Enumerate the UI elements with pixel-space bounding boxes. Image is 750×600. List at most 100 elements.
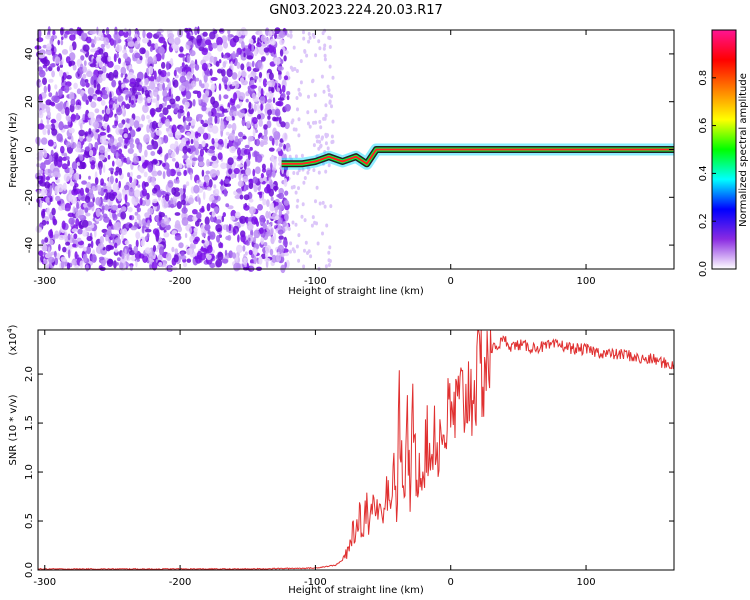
psd-noise-cell — [42, 128, 47, 136]
psd-noise-cell — [245, 98, 249, 103]
colorbar: 0.0 0.2 0.4 0.6 0.8 Normalized spectral ampl… — [698, 29, 749, 277]
psd-noise-cell — [156, 189, 163, 198]
psd-noise-cell — [277, 201, 283, 208]
psd-noise-cell — [93, 79, 97, 89]
psd-noise-cell — [130, 99, 135, 105]
psd-noise-cell — [71, 228, 78, 233]
psd-noise-cell — [93, 121, 100, 129]
psd-noise-cell — [94, 133, 98, 140]
psd-noise-cell — [56, 66, 61, 72]
psd-noise-cell — [212, 100, 220, 109]
psd-noise-cell — [107, 154, 111, 160]
psd-noise-cell — [188, 28, 192, 34]
psd-noise-cell — [200, 119, 204, 125]
psd-noise-cell — [185, 195, 189, 200]
psd-noise-cell — [286, 169, 289, 177]
psd-noise-cell — [107, 71, 115, 81]
psd-noise-cell — [192, 99, 196, 107]
psd-noise-cell — [262, 198, 267, 206]
psd-noise-cell — [129, 175, 133, 184]
psd-noise-cell — [314, 199, 317, 204]
psd-noise-cell — [321, 200, 325, 205]
psd-noise-cell — [62, 182, 67, 191]
psd-noise-cell — [241, 41, 245, 49]
psd-noise-cell — [323, 150, 327, 154]
psd-noise-cell — [194, 64, 200, 71]
psd-noise-cell — [277, 147, 281, 152]
psd-noise-cell — [216, 44, 223, 52]
psd-noise-cell — [280, 59, 284, 65]
psd-noise-cell — [48, 256, 55, 263]
psd-noise-cell — [147, 207, 154, 215]
psd-noise-cell — [49, 239, 54, 246]
psd-noise-cell — [99, 256, 105, 261]
psd-noise-cell — [167, 71, 171, 77]
psd-noise-cell — [82, 161, 86, 170]
psd-noise-cell — [106, 124, 110, 133]
psd-noise-cell — [150, 132, 155, 138]
psd-noise-cell — [95, 196, 101, 206]
psd-noise-cell — [116, 52, 119, 59]
psd-noise-cell — [278, 30, 286, 39]
psd-noise-cell — [187, 214, 195, 222]
psd-noise-cell — [175, 95, 181, 102]
psd-noise-cell — [123, 31, 129, 38]
psd-noise-cell — [307, 39, 311, 44]
psd-noise-cell — [252, 168, 256, 177]
psd-noise-cell — [130, 226, 138, 231]
psd-noise-cell — [323, 204, 327, 209]
psd-noise-cell — [265, 210, 270, 219]
psd-noise-cell — [294, 154, 298, 159]
psd-noise-cell — [167, 264, 172, 272]
psd-noise-cell — [150, 151, 156, 156]
psd-noise-cell — [106, 258, 114, 267]
psd-noise-cell — [278, 97, 285, 101]
psd-noise-cell — [86, 136, 92, 143]
psd-noise-cell — [251, 92, 256, 99]
psd-noise-cell — [63, 173, 71, 182]
psd-noise-cell — [270, 155, 274, 162]
psd-noise-cell — [60, 39, 64, 46]
psd-noise-cell — [122, 157, 128, 163]
psd-noise-cell — [85, 264, 89, 272]
psd-noise-cell — [65, 156, 70, 161]
psd-noise-cell — [195, 148, 199, 156]
psd-noise-cell — [45, 176, 51, 181]
psd-noise-cell — [43, 150, 48, 159]
psd-noise-cell — [163, 229, 167, 234]
psd-noise-cell — [317, 39, 321, 44]
psd-noise-cell — [95, 208, 101, 218]
psd-noise-cell — [231, 122, 237, 132]
psd-noise-cell — [40, 255, 45, 263]
psd-noise-cell — [266, 99, 273, 103]
psd-noise-cell — [273, 46, 277, 55]
psd-noise-cell — [94, 108, 100, 114]
psd-noise-cell — [249, 265, 254, 271]
psd-noise-cell — [164, 118, 171, 127]
psd-noise-cell — [37, 151, 44, 159]
psd-noise-cell — [57, 39, 60, 46]
psd-noise-cell — [72, 185, 77, 192]
snr-line — [37, 329, 675, 571]
psd-noise-cell — [175, 234, 182, 241]
psd-noise-cell — [105, 192, 109, 200]
psd-noise-cell — [72, 243, 77, 248]
psd-noise-cell — [70, 233, 73, 242]
psd-noise-cell — [152, 228, 160, 236]
psd-noise-cell — [247, 135, 254, 142]
psd-noise-cell — [183, 213, 188, 218]
psd-noise-cell — [140, 240, 145, 247]
psd-noise-cell — [78, 240, 84, 246]
psd-noise-cell — [319, 125, 323, 130]
psd-noise-cell — [224, 249, 228, 256]
psd-noise-cell — [312, 143, 316, 148]
psd-noise-cell — [111, 233, 116, 238]
psd-noise-cell — [87, 243, 92, 247]
psd-noise-cell — [60, 27, 64, 36]
psd-noise-cell — [61, 36, 64, 40]
psd-noise-cell — [263, 127, 268, 137]
psd-noise-cell — [219, 123, 225, 132]
psd-noise-cell — [89, 149, 94, 157]
psd-noise-cell — [81, 180, 87, 185]
psd-noise-cell — [246, 120, 251, 129]
